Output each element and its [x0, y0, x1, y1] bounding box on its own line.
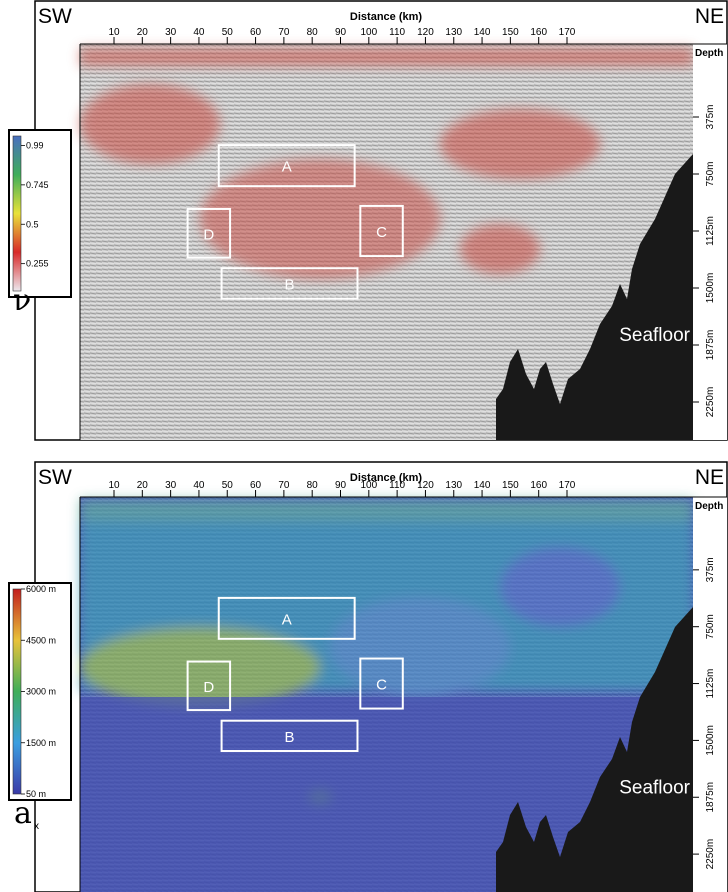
colorbar-tick-label: 0.255 — [26, 259, 49, 269]
direction-sw-label: SW — [38, 5, 72, 28]
x-tick-label: 10 — [108, 27, 120, 38]
depth-tick-label: 1125m — [705, 216, 716, 246]
x-tick-label: 140 — [474, 480, 491, 491]
x-tick-label: 50 — [222, 480, 234, 491]
region-box-d — [186, 660, 232, 712]
depth-tick-label: 375m — [705, 557, 716, 582]
x-tick-label: 150 — [502, 27, 519, 38]
x-tick-label: 110 — [389, 27, 405, 38]
x-tick-label: 160 — [530, 480, 547, 491]
x-tick-label: 70 — [278, 480, 290, 491]
x-tick-label: 120 — [417, 27, 434, 38]
region-label-b: B — [285, 276, 295, 293]
panel-top-nu: SW NE Distance (km) 10 20 30 40 50 60 70 80 90 100 11… — [8, 0, 728, 441]
x-tick-label: 40 — [193, 480, 205, 491]
colorbar-tick-label: 50 m — [26, 789, 46, 799]
depth-header: Depth — [695, 48, 723, 59]
depth-axis-margin — [693, 497, 727, 892]
direction-ne-label: NE — [695, 466, 724, 489]
region-label-a: A — [282, 159, 292, 176]
x-tick-label: 70 — [278, 27, 290, 38]
region-label-d: D — [203, 226, 214, 243]
x-tick-label: 40 — [193, 27, 205, 38]
region-box-b — [220, 719, 359, 753]
x-tick-label: 130 — [445, 27, 462, 38]
depth-tick-label: 1875m — [705, 782, 716, 813]
region-label-d: D — [203, 679, 214, 696]
panel-bottom-ax: SW NE Distance (km) 10 20 30 40 50 60 70 80 90 100 11… — [0, 461, 728, 892]
colorbar-tick-label: 0.5 — [26, 219, 39, 229]
seismic-section-top: SW NE Distance (km) 10 20 30 40 50 60 70 80 90 100 11… — [8, 0, 728, 441]
region-box-a — [217, 144, 356, 188]
x-tick-label: 110 — [389, 480, 405, 491]
region-label-c: C — [376, 677, 387, 694]
x-axis-title: Distance (km) — [350, 11, 422, 23]
colorbar-tick-label: 0.745 — [26, 180, 49, 190]
colorbar-symbol: ν — [13, 283, 31, 318]
region-box-a — [217, 596, 356, 640]
depth-tick-label: 2250m — [705, 387, 716, 418]
x-tick-label: 60 — [250, 480, 262, 491]
region-box-d — [186, 207, 232, 259]
depth-tick-label: 1875m — [705, 330, 716, 361]
colorbar-gradient — [12, 135, 22, 292]
reflectivity-zones — [80, 48, 693, 279]
colorbar-gradient — [12, 588, 22, 795]
depth-tick-label: 1500m — [705, 725, 716, 756]
x-tick-label: 120 — [417, 480, 434, 491]
x-tick-label: 100 — [360, 27, 377, 38]
depth-axis-margin — [693, 44, 727, 440]
colorbar-symbol: a — [14, 796, 32, 831]
colorbar-symbol-subscript: x — [34, 821, 39, 832]
depth-tick-label: 2250m — [705, 839, 716, 870]
x-tick-label: 60 — [250, 27, 262, 38]
x-tick-label: 30 — [165, 27, 177, 38]
region-box-c — [359, 657, 404, 710]
x-tick-label: 100 — [360, 480, 377, 491]
direction-ne-label: NE — [695, 5, 724, 28]
depth-header: Depth — [695, 501, 723, 512]
x-tick-label: 30 — [165, 480, 177, 491]
colorbar-tick-label: 4500 m — [26, 635, 56, 645]
x-tick-label: 160 — [530, 27, 547, 38]
x-tick-label: 140 — [474, 27, 491, 38]
colorbar-tick-label: 3000 m — [26, 687, 56, 697]
depth-tick-label: 750m — [705, 161, 716, 186]
region-label-c: C — [376, 224, 387, 241]
depth-tick-label: 375m — [705, 104, 716, 129]
seafloor-label: Seafloor — [619, 777, 690, 798]
x-tick-label: 10 — [108, 480, 120, 491]
seismic-section-bottom: SW NE Distance (km) 10 20 30 40 50 60 70 80 90 100 11… — [8, 461, 728, 892]
colorbar-tick-label: 1500 m — [26, 738, 56, 748]
x-tick-label: 20 — [137, 480, 149, 491]
x-tick-label: 90 — [335, 27, 347, 38]
reflectivity-zones — [80, 499, 693, 805]
depth-tick-label: 1500m — [705, 273, 716, 304]
seafloor-mass — [496, 607, 693, 892]
colorbar-tick-label: 0.99 — [26, 140, 44, 150]
x-tick-label: 170 — [559, 480, 576, 491]
region-box-b — [220, 267, 359, 300]
x-tick-label: 90 — [335, 480, 347, 491]
x-tick-label: 170 — [559, 27, 576, 38]
x-axis-title: Distance (km) — [350, 472, 422, 484]
x-tick-label: 20 — [137, 27, 149, 38]
x-tick-label: 150 — [502, 480, 519, 491]
region-label-b: B — [285, 729, 295, 746]
direction-sw-label: SW — [38, 466, 72, 489]
depth-tick-label: 750m — [705, 614, 716, 639]
x-tick-label: 50 — [222, 27, 234, 38]
seafloor-label: Seafloor — [619, 325, 690, 346]
depth-tick-label: 1125m — [705, 669, 716, 699]
seafloor-mass — [496, 154, 693, 440]
region-label-a: A — [282, 611, 292, 628]
colorbar-tick-label: 6000 m — [26, 584, 56, 594]
x-tick-label: 130 — [445, 480, 462, 491]
x-tick-label: 80 — [307, 27, 319, 38]
region-box-c — [359, 204, 404, 258]
x-tick-label: 80 — [307, 480, 319, 491]
